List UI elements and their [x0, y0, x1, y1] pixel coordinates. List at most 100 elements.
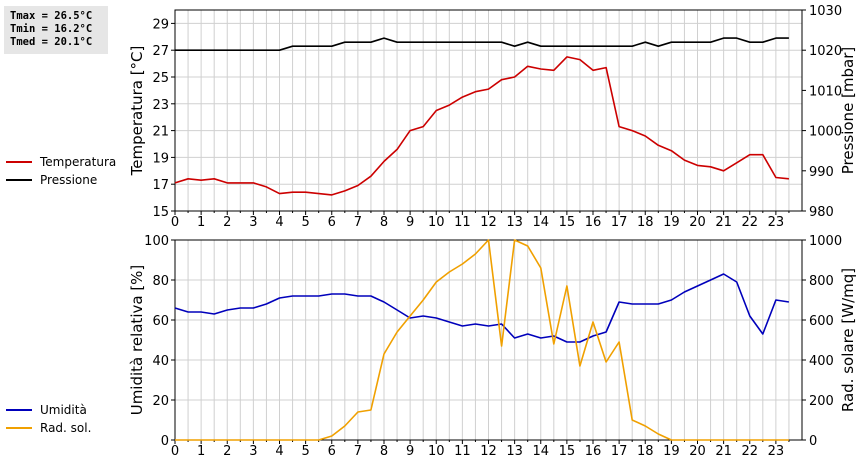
top-xtick-label: 22: [741, 215, 758, 230]
top-ytick-left-label: 17: [152, 178, 169, 193]
top-xtick-label: 18: [637, 215, 654, 230]
bottom-xtick-label: 19: [663, 444, 680, 459]
bottom-ytick-right-label: 800: [809, 274, 834, 289]
bottom-ytick-left-label: 20: [152, 394, 169, 409]
bottom-ytick-left-label: 60: [152, 314, 169, 329]
bottom-ytick-right-label: 200: [809, 394, 834, 409]
bottom-ytick-right-label: 400: [809, 354, 834, 369]
top-xtick-label: 9: [406, 215, 414, 230]
top-xtick-label: 17: [611, 215, 628, 230]
tmax-text: Tmax = 26.5°C: [10, 10, 93, 22]
legend-swatch-pressione: [6, 179, 32, 181]
top-ytick-left-label: 29: [152, 17, 169, 32]
top-xtick-label: 0: [171, 215, 179, 230]
top-xtick-label: 5: [301, 215, 309, 230]
legend-label-rad-sol: Rad. sol.: [40, 421, 92, 435]
top-ytick-left-label: 15: [152, 205, 169, 220]
legend-label-temperatura: Temperatura: [40, 155, 117, 169]
bottom-xtick-label: 2: [223, 444, 231, 459]
top-ytick-right-label: 980: [809, 205, 834, 220]
bottom-series-umidit-line: [174, 273, 790, 343]
legend-bottom: Umidità Rad. sol.: [6, 401, 91, 437]
legend-item-rad-sol: Rad. sol.: [6, 419, 91, 437]
legend-item-pressione: Pressione: [6, 171, 116, 189]
legend-label-pressione: Pressione: [40, 173, 98, 187]
bottom-ytick-left-label: 80: [152, 274, 169, 289]
bottom-xtick-label: 13: [506, 444, 523, 459]
bottom-xtick-label: 1: [197, 444, 205, 459]
bottom-xtick-label: 0: [171, 444, 179, 459]
tmed-text: Tmed = 20.1°C: [10, 36, 93, 48]
bottom-ylabel-right: Rad. solare [W/mq]: [839, 268, 857, 412]
legend-item-temperatura: Temperatura: [6, 153, 116, 171]
top-ytick-left-label: 19: [152, 151, 169, 166]
bottom-xtick-label: 23: [768, 444, 785, 459]
bottom-xtick-label: 10: [428, 444, 445, 459]
bottom-xtick-label: 7: [354, 444, 362, 459]
bottom-ytick-right-label: 1000: [809, 234, 842, 249]
bottom-xtick-label: 8: [380, 444, 388, 459]
bottom-xtick-label: 22: [741, 444, 758, 459]
top-xtick-label: 19: [663, 215, 680, 230]
bottom-ytick-left-label: 0: [161, 434, 169, 449]
bottom-ytick-right-label: 600: [809, 314, 834, 329]
top-ytick-left-label: 21: [152, 125, 169, 140]
top-xtick-label: 12: [480, 215, 497, 230]
top-xtick-label: 6: [328, 215, 336, 230]
bottom-series-rad-sol-line: [175, 239, 789, 441]
top-xtick-label: 13: [506, 215, 523, 230]
bottom-xtick-label: 3: [249, 444, 257, 459]
bottom-xtick-label: 14: [532, 444, 549, 459]
top-xtick-label: 7: [354, 215, 362, 230]
top-series-temperatura-line: [174, 56, 789, 196]
bottom-ylabel-left: Umidità relativa [%]: [128, 265, 146, 416]
bottom-ytick-left-label: 40: [152, 354, 169, 369]
bottom-xtick-label: 6: [328, 444, 336, 459]
top-series-pressione-line: [175, 37, 789, 52]
top-xtick-label: 8: [380, 215, 388, 230]
tmin-text: Tmin = 16.2°C: [10, 23, 93, 35]
top-ytick-left-label: 27: [152, 44, 169, 59]
legend-swatch-rad-sol: [6, 427, 32, 429]
top-xtick-label: 16: [585, 215, 602, 230]
top-ytick-right-label: 1020: [809, 44, 842, 59]
top-xtick-label: 11: [454, 215, 471, 230]
top-ytick-right-label: 1010: [809, 84, 842, 99]
bottom-ytick-left-label: 100: [144, 234, 169, 249]
bottom-xtick-label: 16: [585, 444, 602, 459]
bottom-xtick-label: 17: [611, 444, 628, 459]
bottom-ytick-right-label: 0: [809, 434, 817, 449]
bottom-xtick-label: 21: [715, 444, 732, 459]
top-xtick-label: 15: [559, 215, 576, 230]
legend-swatch-temperatura: [6, 161, 32, 163]
top-xtick-label: 2: [223, 215, 231, 230]
top-xtick-label: 3: [249, 215, 257, 230]
bottom-xtick-label: 11: [454, 444, 471, 459]
top-ytick-left-label: 25: [152, 71, 169, 86]
legend-item-umidita: Umidità: [6, 401, 91, 419]
legend-swatch-umidita: [6, 409, 32, 411]
bottom-xtick-label: 15: [559, 444, 576, 459]
top-xtick-label: 10: [428, 215, 445, 230]
top-ytick-right-label: 1030: [809, 4, 842, 19]
bottom-xtick-label: 20: [689, 444, 706, 459]
top-ylabel-left: Temperatura [°C]: [128, 46, 146, 177]
bottom-xtick-label: 4: [275, 444, 283, 459]
bottom-xtick-label: 9: [406, 444, 414, 459]
top-ytick-right-label: 990: [809, 165, 834, 180]
bottom-xtick-label: 12: [480, 444, 497, 459]
top-xtick-label: 1: [197, 215, 205, 230]
top-xtick-label: 20: [689, 215, 706, 230]
bottom-xtick-label: 5: [301, 444, 309, 459]
top-ytick-right-label: 1000: [809, 125, 842, 140]
top-xtick-label: 14: [532, 215, 549, 230]
legend-top: Temperatura Pressione: [6, 153, 116, 189]
top-xtick-label: 4: [275, 215, 283, 230]
stats-box: Tmax = 26.5°C Tmin = 16.2°C Tmed = 20.1°…: [4, 6, 108, 54]
top-ytick-left-label: 23: [152, 98, 169, 113]
top-ylabel-right: Pressione [mbar]: [839, 47, 857, 175]
top-xtick-label: 23: [768, 215, 785, 230]
top-xtick-label: 21: [715, 215, 732, 230]
bottom-xtick-label: 18: [637, 444, 654, 459]
